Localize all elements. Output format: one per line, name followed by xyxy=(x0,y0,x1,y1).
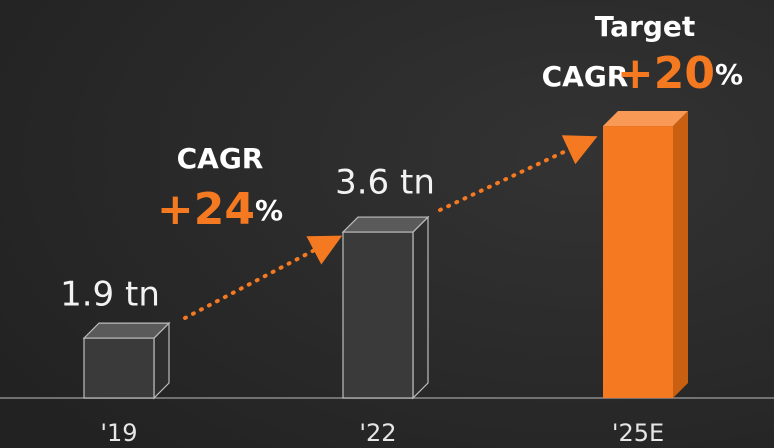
annotation-highlight: +20% xyxy=(617,48,743,99)
bar-front xyxy=(342,231,414,399)
bar-top xyxy=(341,216,430,233)
x-tick-label: '25E xyxy=(612,419,664,447)
annotation-text: CAGR xyxy=(177,142,264,175)
cagr-value: +24 xyxy=(157,184,255,235)
x-tick-label: '22 xyxy=(359,419,396,447)
bar xyxy=(341,215,430,400)
bar xyxy=(603,111,688,398)
bar-top xyxy=(82,322,171,339)
cagr-value: +20 xyxy=(617,48,715,99)
bar-front xyxy=(83,337,155,399)
cagr-unit: % xyxy=(715,58,743,91)
annotation-text: CAGR xyxy=(542,60,629,93)
arrow xyxy=(183,235,343,320)
value-label: 1.9 tn xyxy=(60,275,160,315)
bar-side xyxy=(412,215,429,400)
annotation-text: Target xyxy=(595,10,696,43)
value-label: 3.6 tn xyxy=(335,163,435,203)
bar xyxy=(82,321,171,400)
bar-front xyxy=(603,126,673,398)
cagr-unit: % xyxy=(255,194,283,227)
bar-side xyxy=(673,111,688,398)
x-tick-label: '19 xyxy=(100,419,137,447)
annotation-highlight: +24% xyxy=(157,184,283,235)
arrow xyxy=(438,135,598,212)
bar-top xyxy=(603,111,688,127)
